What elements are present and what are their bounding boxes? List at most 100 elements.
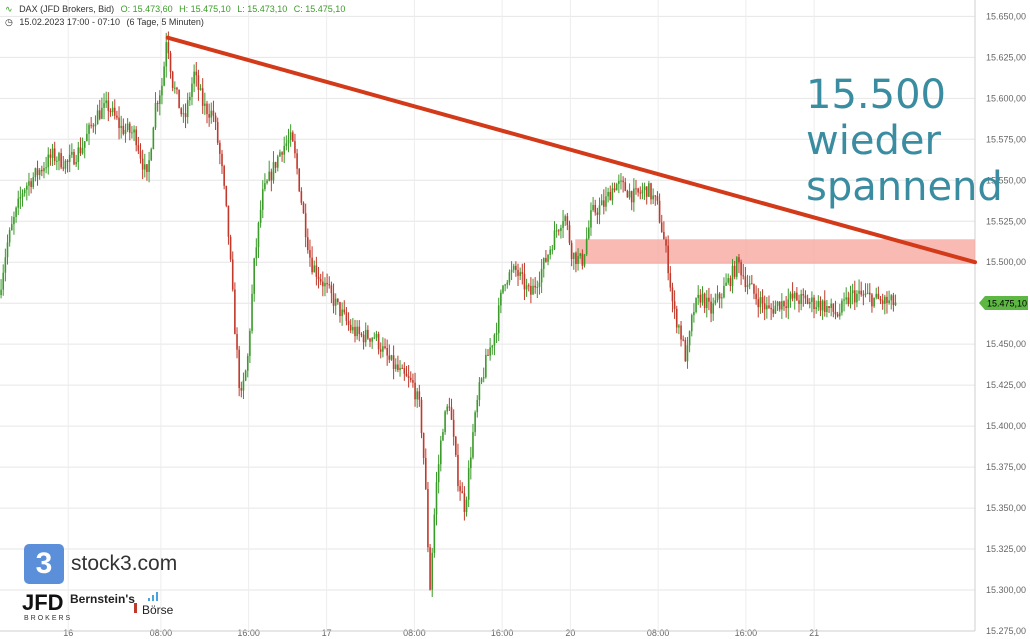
x-tick-label: 20 — [565, 628, 575, 638]
candle-body — [892, 295, 895, 306]
candle-body — [420, 399, 423, 434]
candle-body — [302, 202, 305, 214]
candle-body — [549, 249, 551, 255]
candle-body — [21, 193, 24, 198]
candle-body — [712, 303, 715, 314]
candle-body — [32, 177, 35, 187]
candle-body — [761, 297, 764, 304]
candle-body — [439, 440, 442, 465]
candle-body — [836, 314, 839, 317]
candle-body — [564, 216, 567, 222]
candle-body — [738, 257, 740, 263]
candle-body — [244, 370, 247, 381]
candle-body — [853, 290, 856, 303]
candle-body — [343, 309, 346, 313]
candle-body — [555, 230, 558, 232]
y-tick-label: 15.575,00 — [986, 134, 1026, 144]
candle-body — [169, 53, 172, 72]
stock3-logo-icon: 3 — [24, 544, 64, 584]
annotation-line-3: spannend — [806, 164, 1003, 210]
candle-body — [281, 152, 283, 155]
candle-body — [53, 148, 56, 161]
candle-body — [562, 221, 564, 228]
candle-body — [92, 125, 95, 127]
candle-body — [399, 367, 401, 371]
candle-body — [208, 114, 210, 118]
candle-body — [757, 299, 760, 308]
candle-body — [723, 285, 725, 298]
candle-body — [517, 269, 519, 276]
candle-body — [330, 285, 333, 294]
candle-body — [362, 334, 365, 343]
candle-body — [472, 432, 474, 458]
candle-body — [826, 306, 828, 312]
candle-body — [8, 230, 11, 243]
candle-body — [624, 182, 627, 191]
jfd-logo: JFD — [22, 590, 64, 615]
x-tick-label: 17 — [322, 628, 332, 638]
candle-body — [403, 368, 406, 374]
candle-body — [877, 293, 880, 300]
candle-body — [592, 204, 594, 211]
y-tick-label: 15.600,00 — [986, 93, 1026, 103]
candle-body — [266, 180, 268, 184]
candle-body — [568, 225, 571, 243]
candle-body — [422, 433, 425, 459]
candle-body — [579, 253, 582, 256]
candle-body — [701, 293, 704, 303]
candle-body — [714, 300, 717, 304]
candle-body — [667, 245, 669, 274]
candle-body — [682, 339, 684, 341]
candle-body — [656, 196, 659, 201]
candle-body — [437, 464, 440, 483]
chart-type-icon: ∿ — [5, 4, 13, 14]
candle-body — [678, 325, 680, 328]
jfd-sub: BROKERS — [24, 615, 73, 622]
candle-body — [731, 265, 734, 287]
candle-body — [442, 432, 444, 441]
candle-body — [199, 88, 202, 90]
y-tick-label: 15.625,00 — [986, 52, 1026, 62]
candle-body — [255, 247, 258, 259]
candle-body — [392, 355, 395, 369]
candle-body — [530, 285, 532, 295]
last-price-marker — [979, 296, 1028, 311]
candle-body — [124, 129, 127, 134]
candle-body — [703, 293, 706, 309]
candle-body — [607, 191, 609, 197]
candle-body — [433, 514, 436, 553]
candle-body — [658, 200, 661, 223]
candle-body — [884, 296, 886, 304]
candle-body — [131, 132, 133, 134]
candle-body — [686, 345, 689, 362]
candle-body — [251, 293, 253, 331]
candle-body — [120, 125, 122, 128]
candle-body — [201, 88, 204, 106]
candle-body — [628, 191, 631, 198]
candle-body — [4, 257, 7, 273]
candle-body — [182, 113, 185, 115]
candle-body — [637, 188, 639, 193]
candle-body — [337, 298, 339, 303]
candle-body — [585, 238, 588, 255]
candle-body — [64, 160, 67, 169]
candle-body — [551, 249, 554, 251]
candle-body — [669, 273, 672, 288]
candle-body — [570, 242, 573, 260]
candle-body — [36, 168, 39, 176]
candle-body — [356, 326, 358, 337]
candle-body — [485, 354, 487, 378]
candle-body — [219, 142, 221, 154]
interval-label: (6 Tage, 5 Minuten) — [126, 17, 204, 27]
candle-body — [276, 156, 279, 168]
candle-body — [763, 303, 766, 310]
candle-body — [768, 305, 770, 308]
candle-body — [186, 100, 189, 118]
candle-body — [787, 299, 790, 308]
candle-body — [811, 297, 813, 303]
candle-body — [785, 306, 787, 308]
candle-body — [583, 254, 586, 266]
candle-body — [195, 71, 198, 76]
candle-body — [693, 312, 695, 316]
